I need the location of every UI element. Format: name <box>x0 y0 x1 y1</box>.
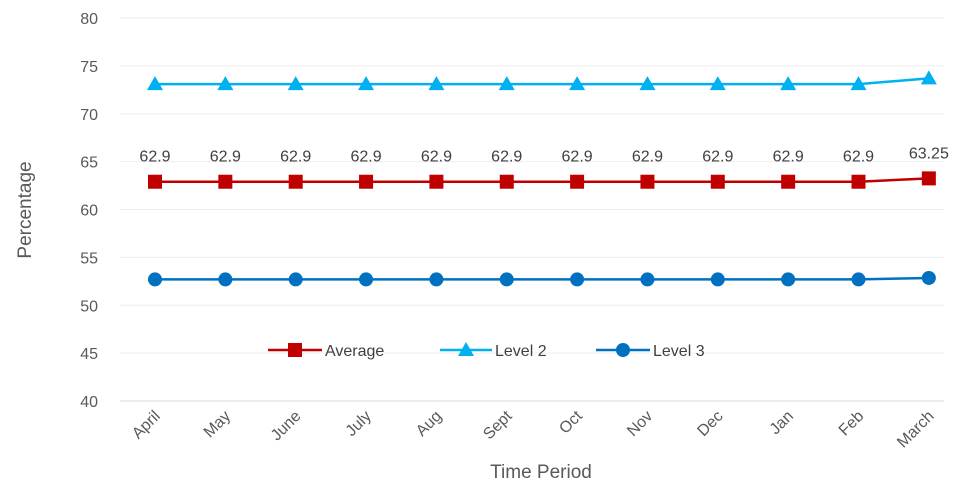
marker-square <box>218 174 233 189</box>
y-tick-label: 75 <box>80 59 98 76</box>
data-label: 62.9 <box>280 149 311 166</box>
data-label: 62.9 <box>421 149 452 166</box>
marker-triangle <box>920 70 937 85</box>
legend-marker-triangle <box>458 342 474 356</box>
x-axis-ticks: April May June July Aug Sept Oct Nov Dec Jan Feb Ma… <box>129 407 938 451</box>
data-label: 62.9 <box>491 149 522 166</box>
marker-triangle <box>147 76 163 91</box>
marker-triangle <box>287 76 304 91</box>
marker-circle <box>570 272 585 287</box>
y-tick-label: 80 <box>80 11 98 28</box>
marker-square <box>710 174 725 189</box>
series-lines <box>155 77 929 281</box>
x-tick-label: Jan <box>767 408 797 438</box>
legend-marker-square <box>288 343 302 357</box>
marker-circle <box>921 270 936 285</box>
y-tick-label: 50 <box>80 298 98 315</box>
series-line-level-2 <box>155 77 929 86</box>
marker-circle <box>218 272 233 287</box>
y-tick-label: 70 <box>80 107 98 124</box>
x-tick-label: Oct <box>556 407 586 437</box>
data-label: 62.9 <box>350 149 381 166</box>
marker-triangle <box>709 76 726 91</box>
y-tick-label: 60 <box>80 203 98 220</box>
series-line-level-3 <box>155 276 929 281</box>
marker-square <box>570 174 585 189</box>
marker-circle <box>499 272 514 287</box>
y-axis-ticks: 40 45 50 55 60 65 70 75 80 <box>80 11 98 411</box>
marker-square <box>288 174 303 189</box>
y-tick-label: 45 <box>80 346 98 363</box>
data-label: 62.9 <box>843 149 874 166</box>
x-tick-label: June <box>268 408 305 445</box>
marker-circle <box>148 272 162 287</box>
data-labels: 62.9 62.9 62.9 62.9 62.9 62.9 62.9 62.9 62.9 62.9… <box>139 145 949 165</box>
data-label: 62.9 <box>139 149 170 166</box>
x-tick-label: Feb <box>836 408 868 440</box>
x-tick-label: Sept <box>480 407 516 443</box>
gridlines <box>120 17 944 402</box>
marker-square <box>148 174 162 189</box>
marker-circle <box>710 272 725 287</box>
marker-triangle <box>217 76 234 91</box>
legend-label-average: Average <box>325 343 384 360</box>
marker-triangle <box>850 76 867 91</box>
x-tick-label: July <box>343 408 375 440</box>
marker-square <box>781 174 796 189</box>
marker-triangle <box>780 76 797 91</box>
x-axis-title: Time Period <box>490 462 592 481</box>
marker-circle <box>359 272 374 287</box>
marker-square <box>640 174 655 189</box>
marker-triangle <box>498 76 515 91</box>
y-tick-label: 40 <box>80 394 98 411</box>
marker-circle <box>288 272 303 287</box>
marker-triangle <box>428 76 445 91</box>
x-tick-label: April <box>129 408 164 443</box>
legend-label-level-3: Level 3 <box>653 343 705 360</box>
series-line-average <box>155 177 929 183</box>
data-label: 63.25 <box>909 145 949 162</box>
data-label: 62.9 <box>702 149 733 166</box>
marker-triangle <box>569 76 586 91</box>
legend-label-level-2: Level 2 <box>495 343 547 360</box>
marker-square <box>429 174 444 189</box>
x-tick-label: May <box>201 408 234 441</box>
data-label: 62.9 <box>210 149 241 166</box>
marker-square <box>921 171 936 186</box>
marker-circle <box>429 272 444 287</box>
legend: Average Level 2 Level 3 <box>268 342 705 360</box>
x-tick-label: Aug <box>413 408 445 440</box>
x-tick-label: Nov <box>624 408 656 440</box>
marker-circle <box>851 272 866 287</box>
x-tick-label: Dec <box>694 408 726 440</box>
marker-square <box>851 174 866 189</box>
data-label: 62.9 <box>632 149 663 166</box>
series-markers <box>147 70 937 287</box>
y-tick-label: 55 <box>80 250 98 267</box>
marker-triangle <box>639 76 656 91</box>
x-tick-label: March <box>894 408 937 451</box>
data-label: 62.9 <box>773 149 804 166</box>
marker-square <box>499 174 514 189</box>
marker-square <box>359 174 374 189</box>
marker-triangle <box>358 76 375 91</box>
marker-circle <box>781 272 796 287</box>
legend-marker-circle <box>616 343 630 357</box>
y-tick-label: 65 <box>80 155 98 172</box>
data-label: 62.9 <box>562 149 593 166</box>
y-axis-title: Percentage <box>15 161 36 258</box>
marker-circle <box>640 272 655 287</box>
